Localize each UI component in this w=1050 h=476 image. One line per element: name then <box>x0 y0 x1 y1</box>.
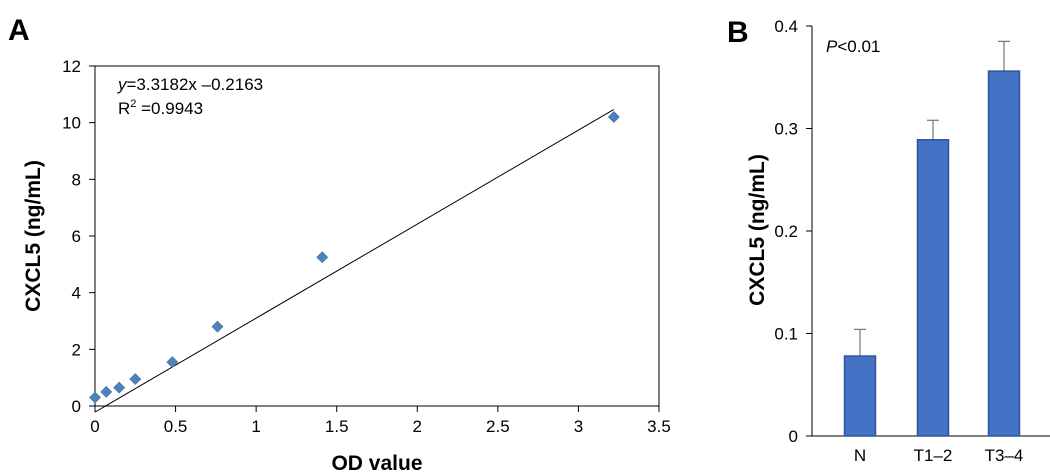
panel-a-fit-line <box>94 108 615 413</box>
panel-b-y-tick-label: 0.1 <box>774 325 798 344</box>
panel-a-y-axis-title: CXCL5 (ng/mL) <box>22 160 45 312</box>
panel-b-bar <box>916 139 950 437</box>
panel-b-category-label: T3–4 <box>985 446 1024 465</box>
panel-b-y-tick-label: 0.2 <box>774 222 798 241</box>
panel-a-data-point <box>89 391 101 404</box>
panel-a-y-tick-label: 2 <box>72 340 81 359</box>
panel-b-error-bars <box>854 40 1010 357</box>
panel-a-data-point <box>100 385 113 398</box>
panel-b-y-axis-title: CXCL5 (ng/mL) <box>746 154 769 306</box>
panel-b-y-tick-label: 0.3 <box>774 120 798 139</box>
panel-b-bar <box>843 355 877 437</box>
panel-a-data-point <box>316 251 329 264</box>
panel-b-category-label: T1–2 <box>914 446 953 465</box>
panel-a-x-tick-label: 0.5 <box>164 417 188 436</box>
panel-a-fit-equation: y=3.3182x –0.2163 <box>117 75 263 94</box>
panel-a-y-tick-label: 0 <box>72 397 81 416</box>
panel-a-x-tick-label: 2.5 <box>486 417 510 436</box>
panel-b-bar <box>987 70 1021 437</box>
panel-a-data-points <box>89 111 620 404</box>
panel-a-x-axis-title: OD value <box>331 452 422 475</box>
panel-a-x-tick-label: 0 <box>90 417 99 436</box>
panel-a-letter: A <box>8 14 30 47</box>
panel-a-data-point <box>113 381 126 394</box>
panel-a-x-tick-label: 3 <box>574 417 583 436</box>
panel-a-x-tick-label: 3.5 <box>647 417 671 436</box>
panel-a-data-point <box>166 356 179 369</box>
panel-b-bar-chart: B 0 0.1 0.2 0.3 0.4 N T1–2 T3–4 P<0.01 CXCL5 (… <box>727 16 1050 465</box>
panel-a-x-tick-label: 2 <box>413 417 422 436</box>
panel-a-x-tick-label: 1.5 <box>325 417 349 436</box>
panel-a-y-tick-label: 12 <box>62 57 81 76</box>
panel-a-data-point <box>211 320 224 333</box>
panel-a-y-tick-label: 10 <box>62 114 81 133</box>
panel-b-y-tick-label: 0 <box>789 427 798 446</box>
panel-a-r-squared: R2 =0.9943 <box>118 98 203 118</box>
panel-a-y-axis: 0 2 4 6 8 10 12 <box>62 57 95 416</box>
panel-a-y-tick-label: 4 <box>72 284 81 303</box>
panel-b-y-axis: 0 0.1 0.2 0.3 0.4 <box>774 17 812 446</box>
panel-b-p-value-annotation: P<0.01 <box>826 37 880 56</box>
panel-a-x-tick-label: 1 <box>251 417 260 436</box>
panel-a-x-axis: 0 0.5 1 1.5 2 2.5 3 3.5 <box>90 406 671 436</box>
panel-a-scatter-chart: A 0 2 4 6 8 10 12 0 0.5 1 1.5 2 2.5 3 3.5 y=3.3182x –… <box>8 14 671 475</box>
panel-a-y-tick-label: 6 <box>72 227 81 246</box>
panel-a-y-tick-label: 8 <box>72 170 81 189</box>
panel-a-data-point <box>129 373 142 386</box>
panel-b-y-tick-label: 0.4 <box>774 17 798 36</box>
panel-b-category-label: N <box>854 446 866 465</box>
panel-a-data-point <box>607 111 620 123</box>
panel-b-x-axis: N T1–2 T3–4 <box>854 446 1024 465</box>
panel-b-letter: B <box>727 16 749 49</box>
panel-b-bars <box>843 70 1021 437</box>
